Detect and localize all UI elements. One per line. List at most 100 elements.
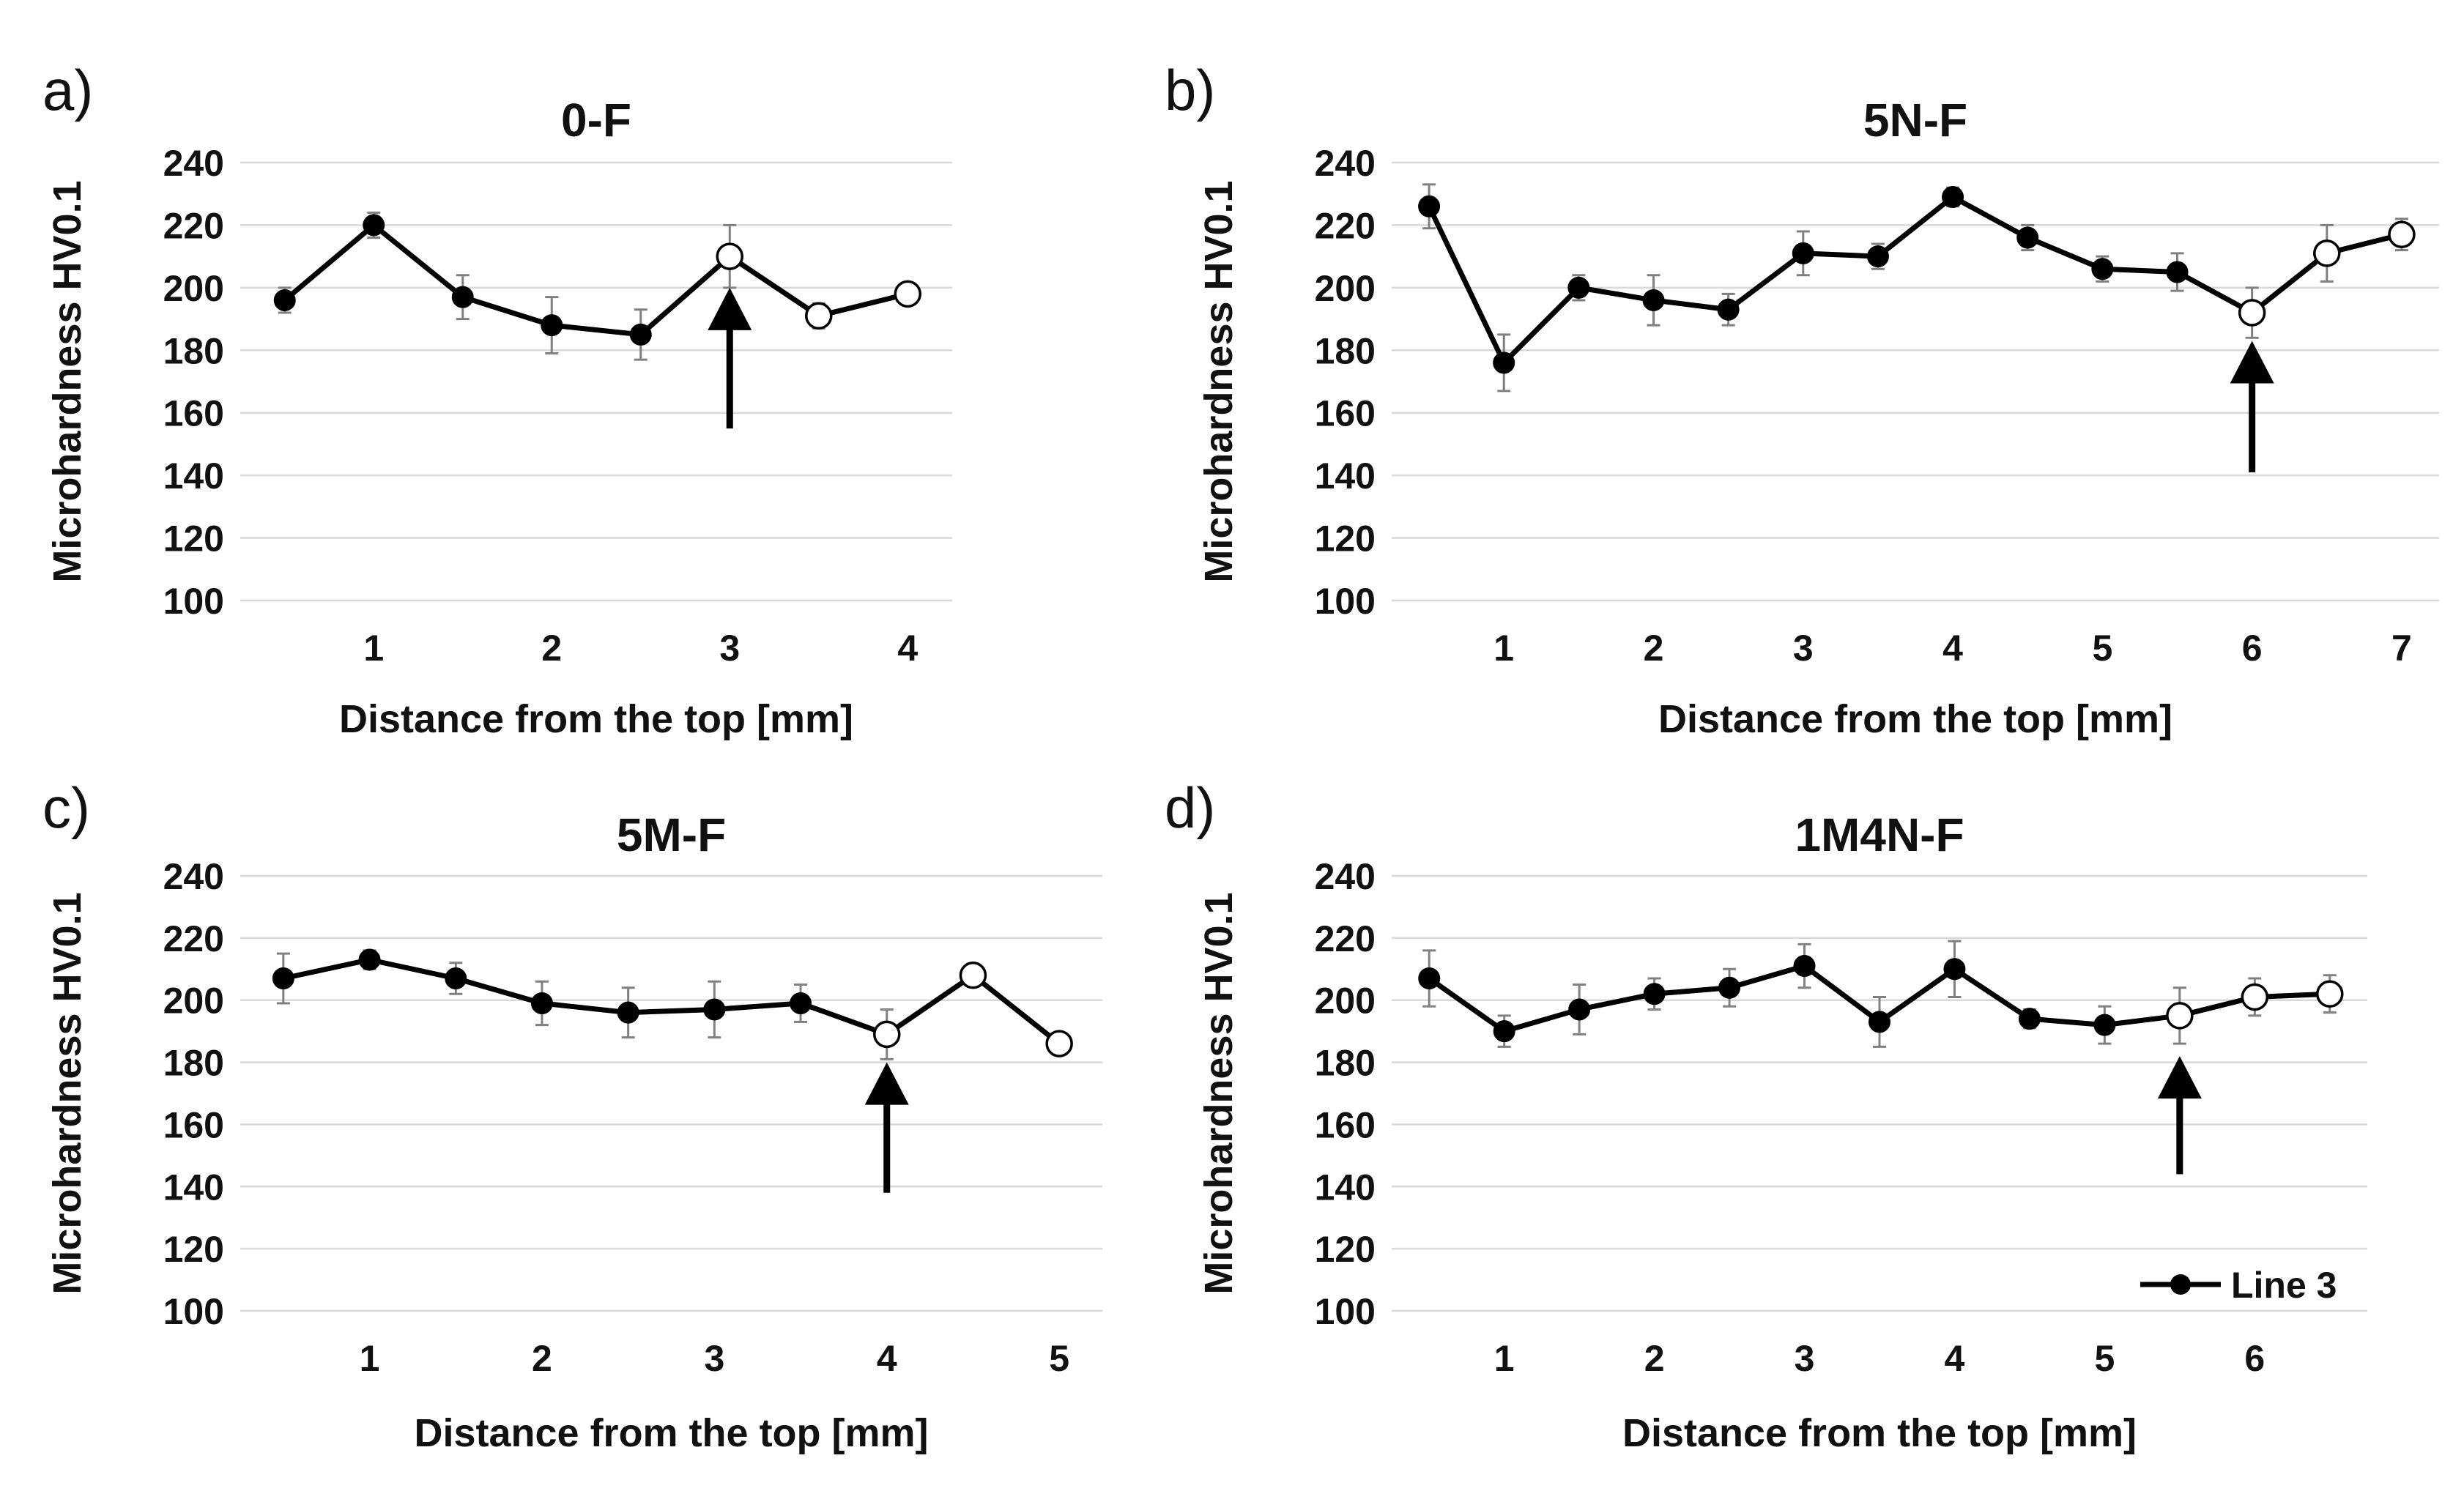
y-tick-label: 240 <box>163 856 224 897</box>
x-tick-label: 5 <box>1049 1338 1069 1379</box>
series-line <box>283 222 909 338</box>
data-point <box>1418 195 1441 217</box>
y-tick-label: 180 <box>163 330 224 371</box>
x-tick-label: 3 <box>704 1338 724 1379</box>
chart-panel-d: d) 1M4N-F 100 120 140 160 180 200 220 240 1 2 3 4 5 6 Di… <box>1165 776 2367 1455</box>
data-point <box>1567 276 1590 299</box>
data-point <box>790 992 812 1014</box>
arrow-annotation <box>708 287 752 429</box>
y-tick-label: 220 <box>163 918 224 959</box>
x-tick-label: 6 <box>2242 628 2263 669</box>
data-point <box>530 992 553 1014</box>
y-tick-label: 160 <box>1315 393 1376 434</box>
y-axis-title: Microhardness HV0.1 <box>1197 180 1241 582</box>
data-point <box>1943 958 1966 981</box>
x-tick-label: 4 <box>877 1338 897 1379</box>
x-tick-label: 2 <box>541 628 562 669</box>
data-point <box>445 967 467 990</box>
y-axis-title: Microhardness HV0.1 <box>1197 892 1241 1294</box>
data-point <box>1792 242 1814 264</box>
panel-label: b) <box>1165 58 1215 122</box>
x-tick-label: 2 <box>1644 628 1664 669</box>
panel-label: a) <box>42 58 93 122</box>
data-point-open <box>2238 299 2266 327</box>
y-tick-label: 100 <box>1315 1291 1376 1332</box>
data-point <box>451 286 474 308</box>
y-tick-label: 200 <box>1315 981 1376 1022</box>
data-point-open <box>716 242 743 270</box>
chart-panel-b: b) 5N-F 100 120 140 160 180 200 220 240 1 2 3 4 5 6 7 Dis… <box>1165 58 2439 741</box>
data-point <box>1493 352 1515 374</box>
x-tick-label: 4 <box>1942 628 1963 669</box>
y-tick-label: 120 <box>1315 518 1376 559</box>
data-point <box>1493 1020 1515 1043</box>
series-line-3 <box>273 211 921 361</box>
x-tick-label: 1 <box>360 1338 380 1379</box>
data-point <box>1568 998 1591 1021</box>
arrow-head <box>2157 1056 2202 1099</box>
y-tick-label: 180 <box>1315 1043 1376 1084</box>
legend-label: Line 3 <box>2231 1265 2337 1306</box>
y-tick-label: 120 <box>1315 1229 1376 1270</box>
data-point-open <box>959 962 987 989</box>
data-point <box>363 214 385 237</box>
x-tick-label: 5 <box>2092 628 2112 669</box>
y-tick-label: 120 <box>163 518 224 559</box>
data-point-open <box>894 280 921 308</box>
y-tick-label: 220 <box>1315 918 1376 959</box>
y-tick-label: 100 <box>1315 581 1376 622</box>
data-point <box>2093 1014 2116 1036</box>
x-tick-label: 1 <box>1493 628 1514 669</box>
data-point <box>629 323 652 346</box>
data-point-open <box>805 302 833 330</box>
y-tick-label: 180 <box>163 1043 224 1084</box>
data-point <box>2018 1008 2041 1030</box>
legend: Line 3 <box>2140 1265 2337 1306</box>
arrow-annotation <box>864 1062 909 1193</box>
data-point-open <box>873 1020 901 1049</box>
x-tick-label: 2 <box>532 1338 552 1379</box>
data-point <box>273 289 296 311</box>
data-point <box>1642 289 1665 311</box>
x-tick-label: 7 <box>2391 628 2412 669</box>
data-point-open <box>2241 983 2269 1011</box>
data-point-open <box>2166 1002 2194 1030</box>
data-point <box>358 948 381 971</box>
data-point <box>617 1001 639 1024</box>
data-point-open <box>1045 1030 1073 1057</box>
y-tick-label: 160 <box>1315 1104 1376 1145</box>
x-axis-title: Distance from the top [mm] <box>1622 1411 2137 1455</box>
y-tick-label: 120 <box>163 1229 224 1270</box>
y-tick-label: 240 <box>1315 143 1376 184</box>
data-point <box>2091 258 2114 280</box>
series-line <box>1426 194 2402 365</box>
y-tick-label: 240 <box>1315 856 1376 897</box>
x-tick-label: 3 <box>719 628 740 669</box>
y-tick-label: 100 <box>163 581 224 622</box>
chart-title: 0-F <box>561 94 631 146</box>
data-point <box>1718 976 1741 999</box>
data-point <box>2016 226 2039 249</box>
data-point-open <box>2388 220 2416 248</box>
y-tick-label: 200 <box>1315 268 1376 309</box>
y-tick-label: 140 <box>163 456 224 497</box>
arrow-annotation <box>2230 341 2274 472</box>
y-tick-label: 140 <box>1315 1167 1376 1208</box>
y-axis-title: Microhardness HV0.1 <box>45 180 89 582</box>
y-tick-label: 200 <box>163 268 224 309</box>
chart-title: 1M4N-F <box>1795 808 1964 861</box>
x-tick-label: 5 <box>2094 1338 2115 1379</box>
data-point <box>1418 967 1441 990</box>
x-tick-label: 4 <box>897 628 918 669</box>
y-tick-label: 100 <box>163 1291 224 1332</box>
x-axis-title: Distance from the top [mm] <box>414 1411 928 1455</box>
data-point <box>1717 298 1740 321</box>
y-tick-label: 140 <box>163 1167 224 1208</box>
data-point <box>703 998 726 1021</box>
x-tick-label: 1 <box>1494 1338 1515 1379</box>
y-tick-label: 240 <box>163 143 224 184</box>
legend-marker <box>2170 1274 2191 1295</box>
data-point <box>1942 185 1964 208</box>
data-point <box>272 967 294 990</box>
